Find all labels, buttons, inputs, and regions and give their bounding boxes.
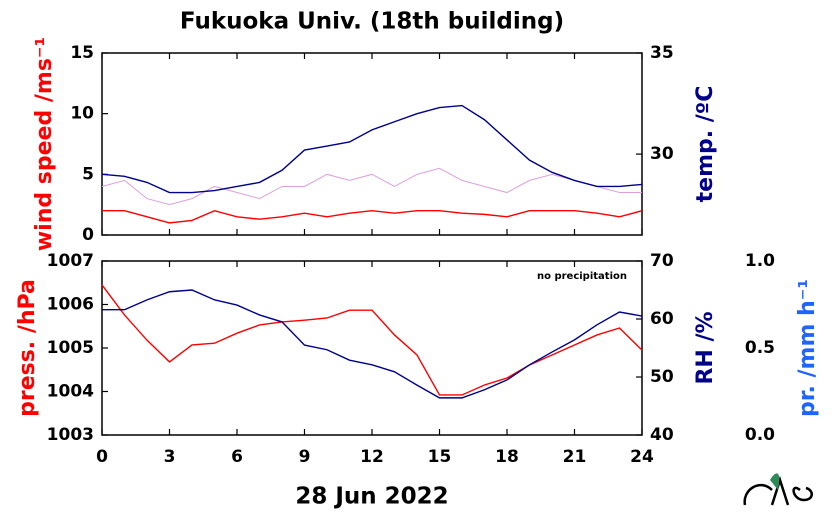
y3label: pr. /mm h⁻¹ (795, 279, 820, 417)
y-tick-label: 10 (70, 104, 94, 124)
x-tick-label: 6 (231, 447, 243, 467)
y2-tick-label: 50 (650, 367, 674, 387)
series-line (102, 289, 643, 399)
y2label: temp. /ºC (693, 86, 718, 203)
series-line (102, 209, 643, 224)
x-tick-label: 3 (164, 447, 176, 467)
series-line (101, 284, 643, 396)
series-line (101, 167, 642, 206)
x-tick-label: 24 (630, 447, 654, 467)
y-tick-label: 1003 (47, 425, 94, 445)
x-tick-label: 9 (299, 447, 311, 467)
y2-tick-label: 35 (650, 43, 674, 63)
y-tick-label: 1004 (47, 382, 94, 402)
y-tick-label: 15 (70, 43, 94, 63)
y-tick-label: 5 (82, 164, 94, 184)
plot-frame (101, 260, 643, 436)
chart-title: Fukuoka Univ. (18th building) (180, 9, 564, 35)
y3-tick-label: 0.0 (745, 425, 775, 445)
y2-tick-label: 60 (650, 309, 674, 329)
y-tick-label: 1006 (47, 295, 94, 315)
ylabel: press. /hPa (15, 279, 40, 417)
y3-tick-label: 0.5 (745, 338, 775, 358)
x-tick-label: 15 (428, 447, 452, 467)
y3-tick-label: 1.0 (745, 251, 775, 271)
annotation: no precipitation (537, 271, 627, 282)
ylabel: wind speed /ms⁻¹ (32, 37, 57, 251)
plot-frame (101, 52, 643, 236)
y-tick-label: 0 (82, 225, 94, 245)
y2label: RH /% (693, 311, 718, 384)
x-axis-label: 28 Jun 2022 (295, 484, 448, 510)
y2-tick-label: 40 (650, 425, 674, 445)
y-tick-label: 1007 (47, 251, 94, 271)
x-tick-label: 18 (495, 447, 519, 467)
y2-tick-label: 70 (650, 251, 674, 271)
x-tick-label: 0 (96, 447, 108, 467)
logo (743, 473, 813, 506)
x-tick-label: 12 (360, 447, 384, 467)
x-tick-label: 21 (563, 447, 587, 467)
y2-tick-label: 30 (650, 144, 674, 164)
y-tick-label: 1005 (47, 338, 94, 358)
series-line (101, 104, 643, 194)
